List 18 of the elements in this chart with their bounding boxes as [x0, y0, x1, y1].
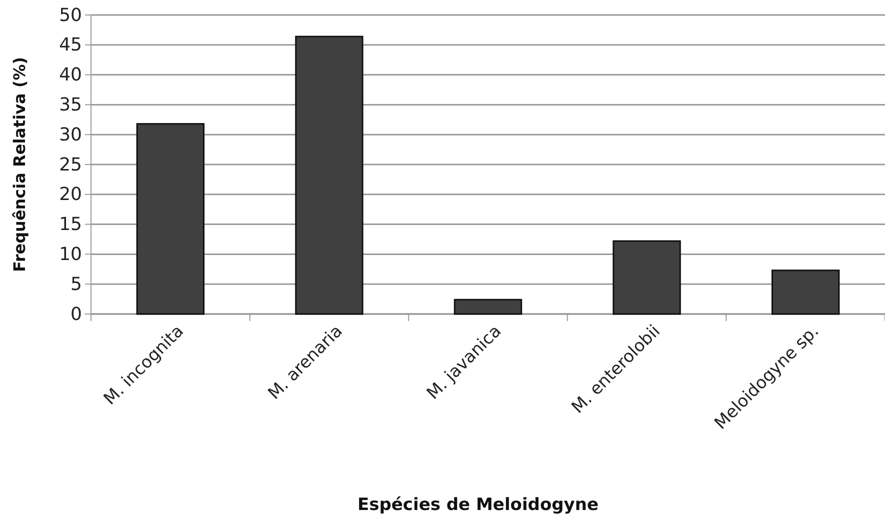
bar [454, 298, 522, 315]
bar [136, 123, 204, 315]
bar [295, 36, 364, 315]
y-tick-label: 20 [59, 184, 82, 206]
y-axis-title: Frequência Relativa (%) [10, 56, 29, 272]
y-tick-label: 0 [70, 304, 82, 325]
y-tick-label: 10 [59, 244, 82, 265]
y-tick-label: 50 [59, 4, 82, 26]
y-tick-label: 35 [59, 94, 82, 116]
y-tick-label: 5 [70, 274, 82, 295]
x-axis-title: Espécies de Meloidogyne [357, 495, 599, 515]
bar [612, 240, 681, 315]
y-tick-label: 40 [59, 64, 82, 86]
y-tick-label: 15 [59, 214, 82, 236]
y-tick-label: 45 [59, 34, 82, 56]
y-tick-label: 25 [59, 154, 82, 176]
bar [772, 270, 840, 315]
y-tick-label: 30 [59, 124, 82, 146]
